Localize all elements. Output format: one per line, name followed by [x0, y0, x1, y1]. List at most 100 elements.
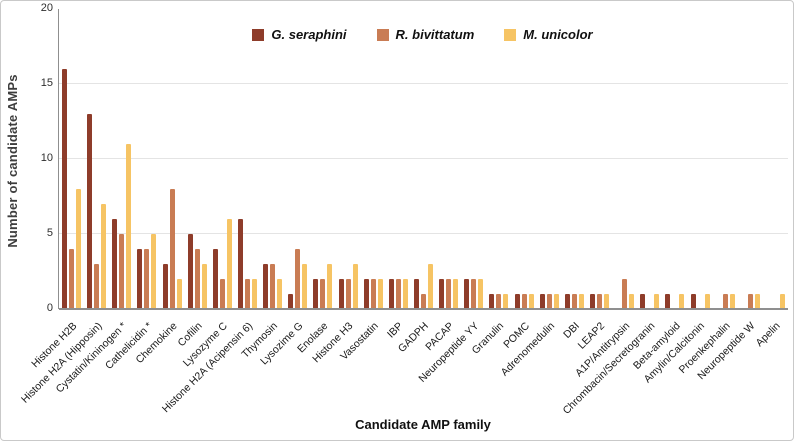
bar: [388, 279, 394, 309]
bar: [489, 294, 495, 309]
bar: [252, 279, 258, 309]
bar: [212, 249, 218, 309]
bar: [176, 279, 182, 309]
bar: [62, 69, 68, 309]
bar: [604, 294, 610, 309]
bar: [514, 294, 520, 309]
bar: [194, 249, 200, 309]
x-tick-label: DBI: [560, 320, 582, 341]
bar: [238, 219, 244, 309]
bar: [151, 234, 157, 309]
bar-group: [461, 9, 486, 309]
y-tick-label-15: 15: [40, 77, 53, 89]
x-axis-line: [59, 308, 788, 310]
bar-group: [386, 9, 411, 309]
y-tick-label-5: 5: [46, 227, 53, 239]
bar: [320, 279, 326, 309]
legend-item: M. unicolor: [504, 27, 593, 42]
bar-group: [185, 9, 210, 309]
bar: [87, 114, 93, 309]
bar: [654, 294, 660, 309]
bar: [754, 294, 760, 309]
bar: [690, 294, 696, 309]
bar-group: [688, 9, 713, 309]
bar: [94, 264, 100, 309]
bar: [288, 294, 294, 309]
bar-group: [310, 9, 335, 309]
bar: [144, 249, 150, 309]
bar-group: [210, 9, 235, 309]
bar: [245, 279, 251, 309]
bar: [219, 279, 225, 309]
bar: [464, 279, 470, 309]
legend-label: R. bivittatum: [395, 27, 475, 42]
bar: [571, 294, 577, 309]
bar: [226, 219, 232, 309]
y-tick-label-20: 20: [40, 2, 53, 14]
bar-group: [436, 9, 461, 309]
bar-group: [537, 9, 562, 309]
bar: [327, 264, 333, 309]
bar-group: [637, 9, 662, 309]
bar: [345, 279, 351, 309]
bar: [402, 279, 408, 309]
bar-group: [662, 9, 687, 309]
bar-group: [713, 9, 738, 309]
bar: [370, 279, 376, 309]
bar: [729, 294, 735, 309]
y-tick-label-0: 0: [46, 302, 53, 314]
bar: [277, 279, 283, 309]
bar: [101, 204, 107, 309]
bar: [338, 279, 344, 309]
bar: [578, 294, 584, 309]
bar: [395, 279, 401, 309]
bar: [439, 279, 445, 309]
bar: [539, 294, 545, 309]
bar: [295, 249, 301, 309]
bar-group: [587, 9, 612, 309]
legend-label: G. seraphini: [271, 27, 347, 42]
bar: [780, 294, 785, 309]
bar: [704, 294, 710, 309]
gridline-10: [59, 158, 788, 159]
bar: [553, 294, 559, 309]
bar-group: [763, 9, 788, 309]
bar: [629, 294, 635, 309]
bar-group: [411, 9, 436, 309]
legend-swatch-icon: [376, 28, 389, 41]
bar: [496, 294, 502, 309]
gridline-5: [59, 233, 788, 234]
bar: [528, 294, 534, 309]
legend-swatch-icon: [252, 28, 265, 41]
bar-group: [134, 9, 159, 309]
bar: [302, 264, 308, 309]
bar: [722, 294, 728, 309]
x-axis-title: Candidate AMP family: [355, 417, 491, 432]
bar: [187, 234, 193, 309]
legend: G. seraphini R. bivittatum M. unicolor: [58, 27, 787, 42]
bar: [414, 279, 420, 309]
bar: [597, 294, 603, 309]
x-axis-labels: Histone H2B Histone H2A (Hipposin) Cystati…: [19, 315, 787, 425]
bar: [76, 189, 82, 309]
bar: [546, 294, 552, 309]
bar: [126, 144, 132, 309]
bar: [119, 234, 125, 309]
bar: [69, 249, 75, 309]
bar-group: [612, 9, 637, 309]
bar: [263, 264, 269, 309]
bar: [471, 279, 477, 309]
bar-group: [285, 9, 310, 309]
bar: [421, 294, 427, 309]
gridline-15: [59, 83, 788, 84]
bar-group: [84, 9, 109, 309]
bar-group: [160, 9, 185, 309]
bar: [428, 264, 434, 309]
bar-group: [738, 9, 763, 309]
bar: [622, 279, 628, 309]
bar: [446, 279, 452, 309]
bar-group: [109, 9, 134, 309]
bar-group: [486, 9, 511, 309]
bar: [162, 264, 168, 309]
